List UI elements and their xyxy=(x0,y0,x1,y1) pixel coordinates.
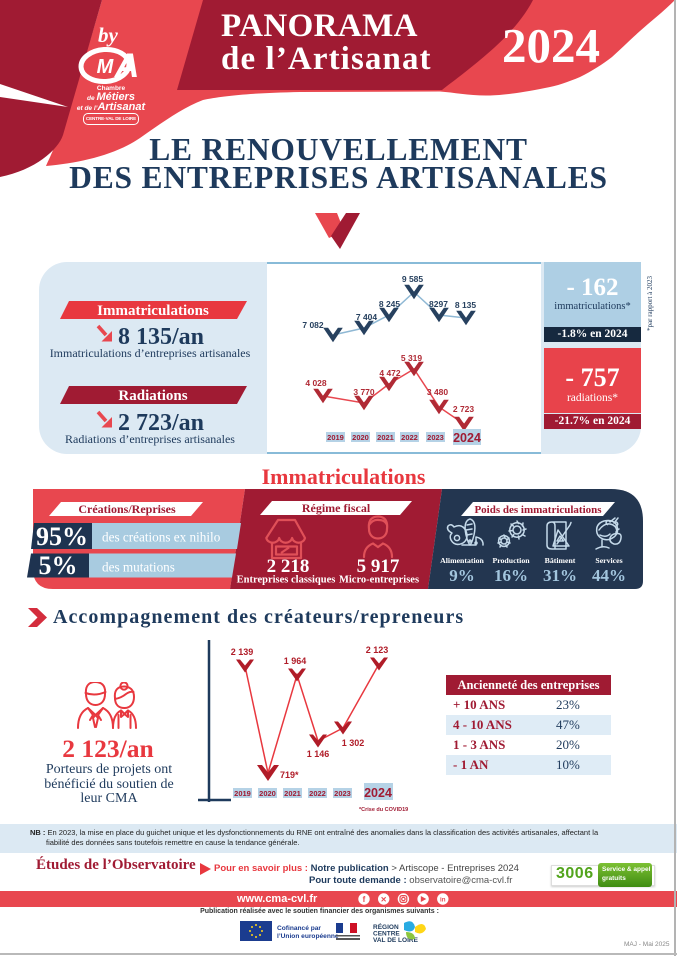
svg-text:in: in xyxy=(440,897,446,904)
svg-text:8297: 8297 xyxy=(429,299,448,309)
svg-text:4 028: 4 028 xyxy=(305,378,327,388)
svg-text:✕: ✕ xyxy=(381,895,387,904)
svg-text:2 139: 2 139 xyxy=(231,647,254,657)
svg-text:2023: 2023 xyxy=(334,789,351,798)
svg-text:RÉGION: RÉGION xyxy=(373,922,399,931)
svg-text:Entreprises classiques: Entreprises classiques xyxy=(237,575,336,586)
svg-text:2022: 2022 xyxy=(309,789,326,798)
svg-text:2022: 2022 xyxy=(401,433,418,442)
svg-text:5%: 5% xyxy=(39,551,78,580)
svg-text:l’Union européenne: l’Union européenne xyxy=(277,933,339,940)
svg-text:Alimentation: Alimentation xyxy=(440,556,484,565)
svg-text:2019: 2019 xyxy=(327,433,344,442)
svg-text:2021: 2021 xyxy=(377,433,394,442)
svg-text:Production: Production xyxy=(492,556,530,565)
svg-text:8 135: 8 135 xyxy=(455,300,477,310)
svg-text:M: M xyxy=(97,56,115,78)
svg-text:Régime fiscal: Régime fiscal xyxy=(302,501,371,515)
svg-text:A: A xyxy=(114,47,140,85)
svg-text:CENTRE: CENTRE xyxy=(373,931,400,938)
svg-text:1 302: 1 302 xyxy=(342,738,365,748)
svg-text:1 146: 1 146 xyxy=(307,749,330,759)
svg-text:5 319: 5 319 xyxy=(401,353,423,363)
svg-text:8 135/an: 8 135/an xyxy=(118,324,204,350)
svg-text:2020: 2020 xyxy=(352,433,369,442)
svg-text:Bâtiment: Bâtiment xyxy=(545,556,576,565)
svg-text:2 723/an: 2 723/an xyxy=(118,410,204,436)
svg-text:Micro-entreprises: Micro-entreprises xyxy=(339,575,419,586)
svg-text:719*: 719* xyxy=(280,770,299,780)
svg-text:2024: 2024 xyxy=(364,786,392,800)
svg-text:44%: 44% xyxy=(592,566,626,585)
svg-text:1 964: 1 964 xyxy=(284,656,307,666)
svg-text:9%: 9% xyxy=(449,566,475,585)
svg-text:3 770: 3 770 xyxy=(353,387,375,397)
svg-text:2 218: 2 218 xyxy=(267,556,310,577)
svg-text:2 723: 2 723 xyxy=(453,404,475,414)
svg-text:2023: 2023 xyxy=(427,433,444,442)
svg-text:f: f xyxy=(363,895,366,904)
svg-text:7 082: 7 082 xyxy=(302,320,324,330)
svg-text:95%: 95% xyxy=(36,522,88,551)
svg-text:31%: 31% xyxy=(543,566,577,585)
svg-text:VAL DE LOIRE: VAL DE LOIRE xyxy=(373,937,419,943)
svg-text:des créations ex nihilo: des créations ex nihilo xyxy=(102,530,221,545)
svg-text:*Crise du COVID19: *Crise du COVID19 xyxy=(359,807,408,813)
svg-text:Radiations d’entreprises artis: Radiations d’entreprises artisanales xyxy=(65,432,235,446)
svg-text:5 917: 5 917 xyxy=(357,556,400,577)
svg-text:2024: 2024 xyxy=(453,431,481,445)
svg-text:Immatriculations: Immatriculations xyxy=(97,303,209,319)
svg-text:Créations/Reprises: Créations/Reprises xyxy=(78,502,176,516)
svg-text:2020: 2020 xyxy=(259,789,276,798)
svg-text:2021: 2021 xyxy=(284,789,301,798)
svg-text:16%: 16% xyxy=(494,566,528,585)
svg-text:Services: Services xyxy=(595,556,622,565)
svg-text:2019: 2019 xyxy=(234,789,251,798)
svg-text:8 245: 8 245 xyxy=(379,299,401,309)
svg-text:des mutations: des mutations xyxy=(102,560,175,575)
svg-text:3 480: 3 480 xyxy=(427,387,449,397)
svg-text:7 404: 7 404 xyxy=(356,312,378,322)
svg-text:Cofinancé par: Cofinancé par xyxy=(277,925,321,932)
svg-text:4 472: 4 472 xyxy=(379,368,401,378)
svg-text:Radiations: Radiations xyxy=(118,388,187,404)
svg-text:Poids des immatriculations: Poids des immatriculations xyxy=(474,504,602,516)
svg-text:9 585: 9 585 xyxy=(402,274,424,284)
svg-text:Immatriculations d’entreprises: Immatriculations d’entreprises artisanal… xyxy=(50,346,251,360)
svg-text:2 123: 2 123 xyxy=(366,645,389,655)
